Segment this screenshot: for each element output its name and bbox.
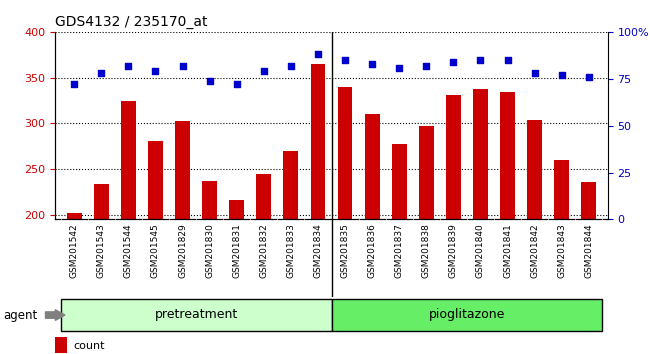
Bar bbox=[337, 87, 352, 219]
Bar bbox=[500, 92, 515, 219]
Bar bbox=[55, 337, 68, 353]
Point bbox=[367, 61, 377, 67]
Bar bbox=[419, 126, 434, 219]
Text: GSM201832: GSM201832 bbox=[259, 223, 268, 278]
Point bbox=[205, 78, 215, 84]
Point bbox=[259, 68, 269, 74]
Text: GSM201831: GSM201831 bbox=[232, 223, 241, 278]
Point bbox=[150, 68, 161, 74]
Point bbox=[394, 65, 404, 70]
Text: GSM201830: GSM201830 bbox=[205, 223, 214, 278]
Point bbox=[69, 81, 79, 87]
Text: GSM201837: GSM201837 bbox=[395, 223, 404, 278]
Bar bbox=[229, 200, 244, 219]
Point bbox=[124, 63, 134, 68]
Text: GSM201844: GSM201844 bbox=[584, 223, 593, 278]
Text: GSM201843: GSM201843 bbox=[557, 223, 566, 278]
Bar bbox=[94, 184, 109, 219]
Bar bbox=[283, 151, 298, 219]
Point bbox=[177, 63, 188, 68]
Text: pretreatment: pretreatment bbox=[155, 308, 238, 321]
Point bbox=[584, 74, 594, 80]
Bar bbox=[446, 95, 461, 219]
Text: pioglitazone: pioglitazone bbox=[429, 308, 505, 321]
Text: GSM201829: GSM201829 bbox=[178, 223, 187, 278]
Text: GSM201834: GSM201834 bbox=[313, 223, 322, 278]
Point bbox=[340, 57, 350, 63]
Text: GSM201545: GSM201545 bbox=[151, 223, 160, 278]
Text: GSM201835: GSM201835 bbox=[341, 223, 350, 278]
Bar bbox=[311, 64, 326, 219]
Bar bbox=[148, 141, 163, 219]
Text: GSM201840: GSM201840 bbox=[476, 223, 485, 278]
Text: GSM201839: GSM201839 bbox=[449, 223, 458, 278]
Bar bbox=[121, 101, 136, 219]
Text: GSM201543: GSM201543 bbox=[97, 223, 106, 278]
Bar bbox=[473, 88, 488, 219]
FancyBboxPatch shape bbox=[60, 299, 332, 331]
Text: GSM201836: GSM201836 bbox=[368, 223, 376, 278]
Bar bbox=[554, 160, 569, 219]
Point bbox=[448, 59, 459, 65]
Point bbox=[313, 52, 323, 57]
Text: GSM201838: GSM201838 bbox=[422, 223, 431, 278]
Point bbox=[556, 72, 567, 78]
Point bbox=[502, 57, 513, 63]
Text: count: count bbox=[73, 341, 105, 351]
Text: GSM201833: GSM201833 bbox=[287, 223, 295, 278]
Text: GSM201841: GSM201841 bbox=[503, 223, 512, 278]
Text: agent: agent bbox=[3, 309, 38, 321]
Point bbox=[286, 63, 296, 68]
Text: GSM201842: GSM201842 bbox=[530, 223, 539, 278]
Bar bbox=[527, 120, 542, 219]
Bar bbox=[581, 182, 596, 219]
FancyBboxPatch shape bbox=[332, 299, 603, 331]
Bar bbox=[175, 121, 190, 219]
Bar bbox=[202, 181, 217, 219]
Text: GSM201544: GSM201544 bbox=[124, 223, 133, 278]
Point bbox=[475, 57, 486, 63]
Point bbox=[421, 63, 432, 68]
Bar bbox=[392, 144, 407, 219]
Point bbox=[231, 81, 242, 87]
Text: GSM201542: GSM201542 bbox=[70, 223, 79, 278]
Point bbox=[96, 70, 107, 76]
Point bbox=[529, 70, 539, 76]
Bar bbox=[365, 114, 380, 219]
Text: GDS4132 / 235170_at: GDS4132 / 235170_at bbox=[55, 16, 208, 29]
Bar bbox=[67, 213, 82, 219]
Bar bbox=[256, 174, 271, 219]
